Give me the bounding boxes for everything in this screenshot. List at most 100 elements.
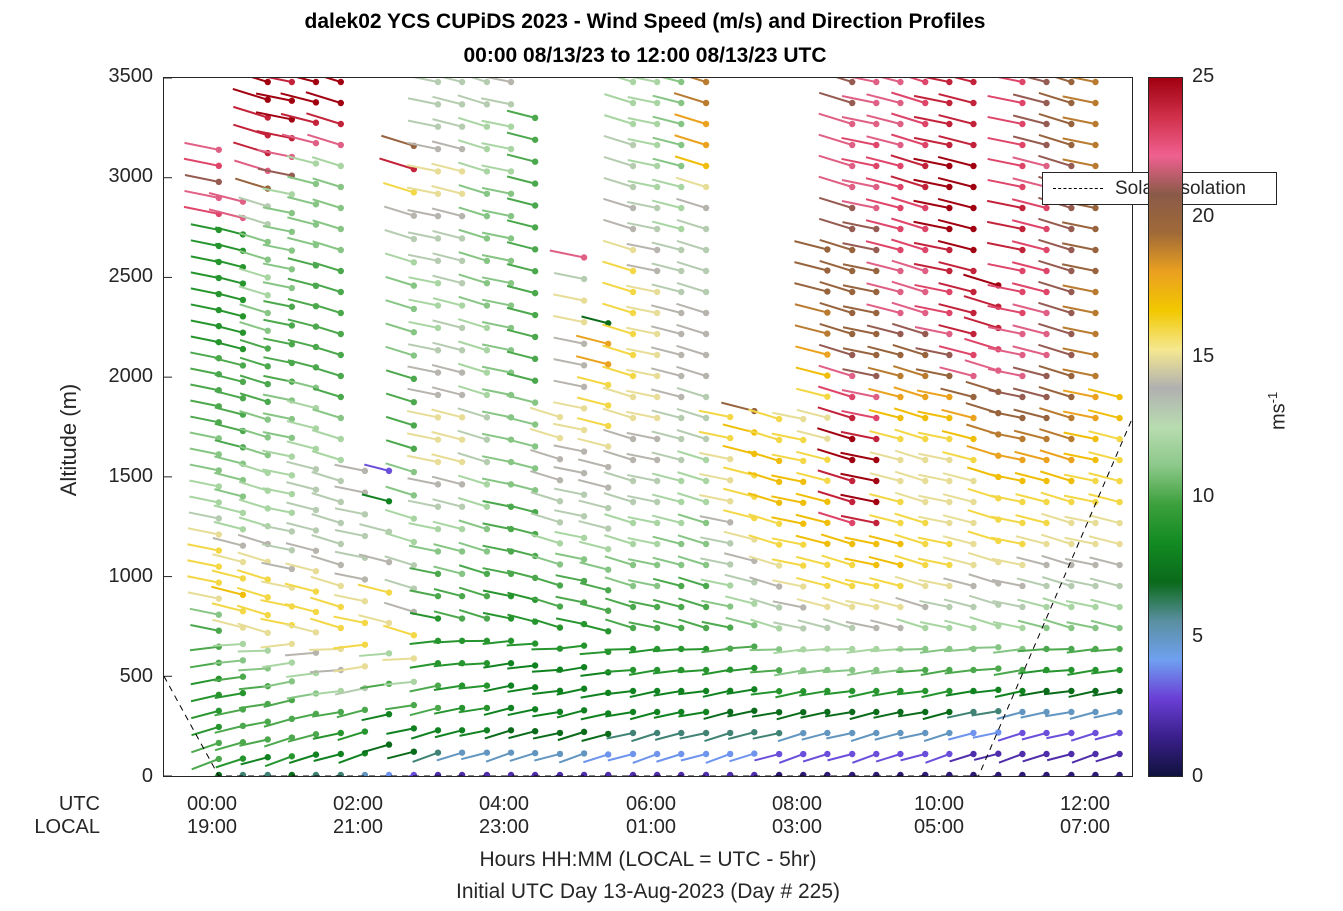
wind-point <box>1068 687 1075 695</box>
wind-point <box>556 413 564 421</box>
wind-point <box>458 414 466 421</box>
wind-point <box>702 729 710 737</box>
wind-point <box>629 120 637 128</box>
wind-barb <box>239 409 269 421</box>
wind-point <box>483 391 491 399</box>
wind-barb <box>894 554 926 566</box>
wind-barb <box>604 648 634 651</box>
wind-barb <box>921 690 950 699</box>
wind-barb <box>678 711 707 718</box>
wind-point <box>434 436 442 443</box>
wind-point <box>1092 204 1099 212</box>
wind-barb <box>989 431 1023 440</box>
wind-barb <box>939 366 974 377</box>
wind-barb <box>723 509 755 520</box>
wind-barb <box>410 729 439 740</box>
wind-point <box>410 748 418 755</box>
wind-point <box>239 362 247 369</box>
wind-point <box>922 603 929 611</box>
wind-barb <box>628 648 658 654</box>
wind-barb <box>605 597 634 608</box>
wind-point <box>848 393 856 401</box>
wind-point <box>848 372 856 380</box>
wind-barb <box>239 720 268 728</box>
wind-barb <box>870 648 901 653</box>
wind-point <box>848 624 856 632</box>
wind-barb <box>287 236 317 247</box>
wind-point <box>922 729 929 737</box>
wind-point <box>629 246 637 254</box>
wind-point <box>410 725 418 732</box>
wind-point <box>264 256 271 263</box>
wind-point <box>629 750 637 758</box>
wind-barb <box>964 337 999 351</box>
wind-point <box>410 468 418 476</box>
wind-point <box>264 451 271 459</box>
wind-barb <box>481 410 512 419</box>
wind-barb <box>431 207 463 218</box>
wind-point <box>848 603 856 611</box>
wind-barb <box>991 557 1023 566</box>
wind-point <box>678 498 685 506</box>
wind-barb <box>1011 219 1047 230</box>
wind-point <box>678 372 685 380</box>
wind-barb <box>313 753 342 762</box>
wind-barb <box>257 167 293 177</box>
wind-point <box>678 582 685 590</box>
wind-barb <box>557 730 585 742</box>
wind-barb <box>1040 774 1047 776</box>
wind-barb <box>796 471 828 482</box>
wind-point <box>1068 246 1075 254</box>
wind-point <box>702 435 710 443</box>
wind-point <box>604 484 612 491</box>
wind-barb <box>431 363 463 374</box>
wind-point <box>385 467 393 475</box>
wind-point <box>507 101 515 108</box>
wind-barb <box>406 432 439 441</box>
wind-point <box>483 347 491 354</box>
wind-barb <box>943 648 974 653</box>
wind-barb <box>507 708 536 717</box>
wind-point <box>604 504 612 512</box>
wind-barb <box>239 232 269 243</box>
wind-barb <box>579 602 609 612</box>
wind-point <box>507 279 515 287</box>
wind-point <box>848 141 856 149</box>
wind-point <box>556 561 564 568</box>
wind-point <box>678 687 685 695</box>
wind-point <box>604 566 612 573</box>
wind-barb <box>580 671 609 677</box>
wind-point <box>1019 78 1026 86</box>
wind-point <box>410 375 418 383</box>
wind-barb <box>869 472 901 482</box>
wind-barb <box>1070 78 1096 83</box>
wind-point <box>337 204 344 212</box>
y-tick-label: 3000 <box>108 165 154 187</box>
wind-point <box>848 288 856 296</box>
wind-barb <box>457 139 488 151</box>
wind-barb <box>841 116 877 125</box>
wind-barb <box>992 621 1023 629</box>
wind-point <box>1019 666 1026 674</box>
wind-point <box>873 582 880 590</box>
wind-barb <box>481 388 512 396</box>
wind-barb <box>262 412 293 421</box>
wind-point <box>946 120 953 128</box>
wind-barb <box>842 284 877 293</box>
wind-barb <box>187 543 219 552</box>
wind-barb <box>213 774 220 776</box>
wind-barb <box>850 732 877 742</box>
wind-barb <box>938 261 974 272</box>
wind-barb <box>841 389 877 398</box>
wind-point <box>264 629 271 637</box>
wind-point <box>458 302 466 309</box>
wind-point <box>1092 225 1099 233</box>
wind-point <box>629 561 637 569</box>
wind-barb <box>941 408 974 419</box>
wind-point <box>1043 162 1050 170</box>
wind-barb <box>916 389 950 398</box>
wind-point <box>531 443 539 450</box>
wind-point <box>873 603 880 611</box>
wind-barb <box>817 490 853 503</box>
wind-point <box>800 583 807 590</box>
